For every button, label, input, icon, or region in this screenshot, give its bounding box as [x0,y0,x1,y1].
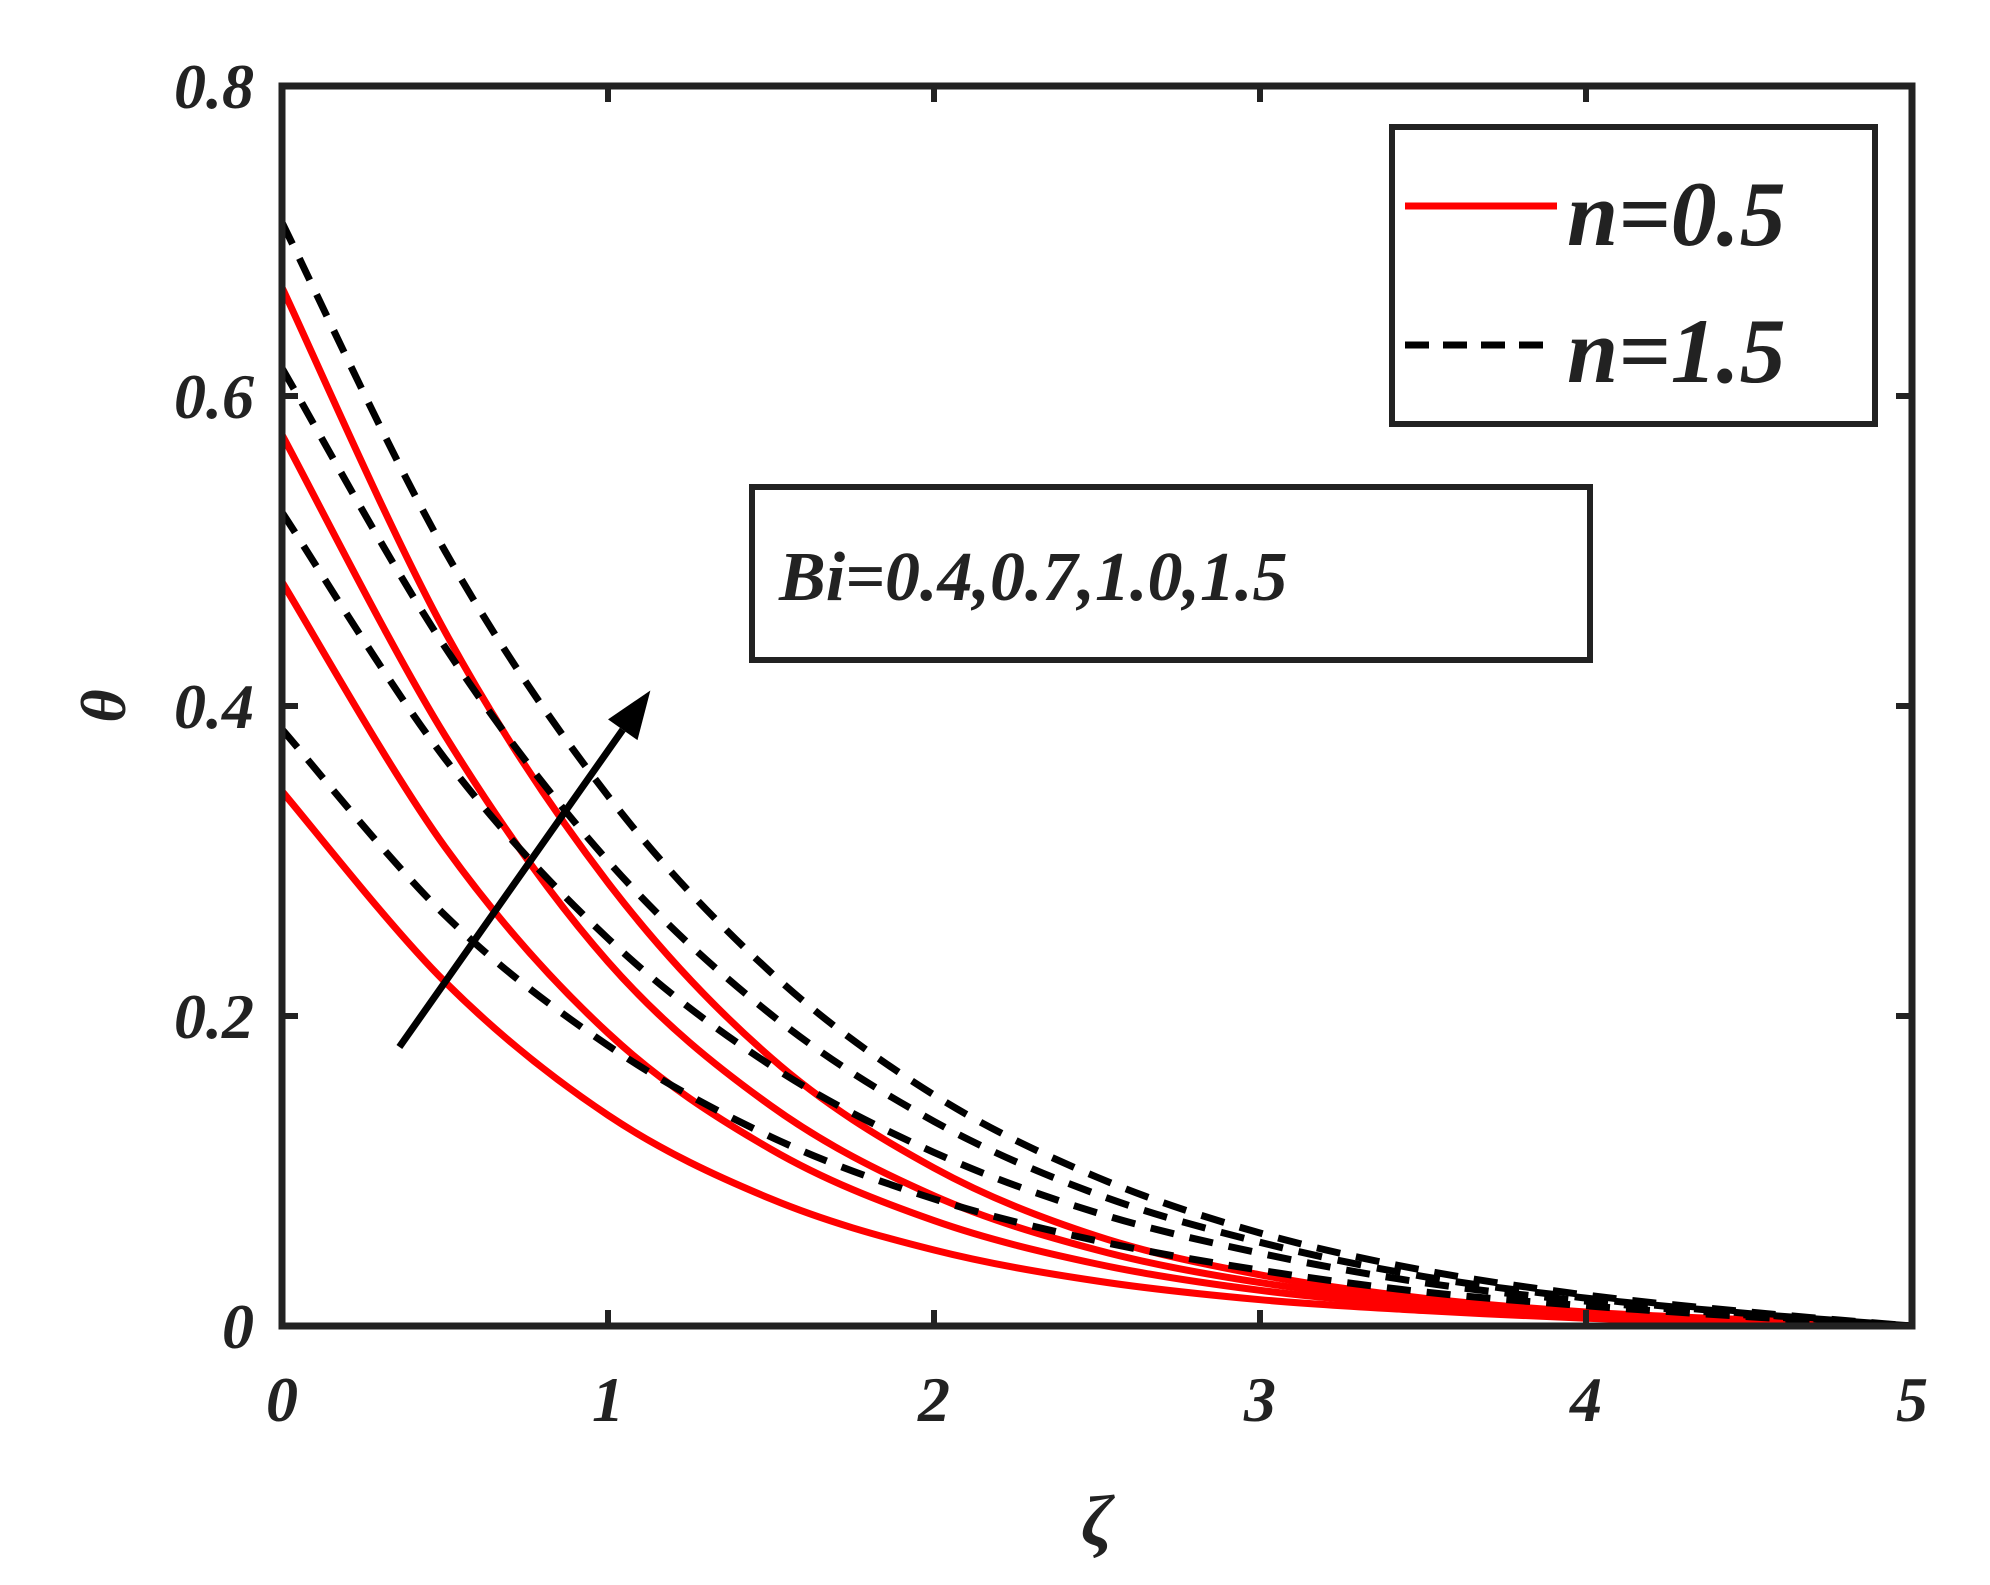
series-line-n05-bi07 [279,580,1913,1330]
x-tick-label: 5 [1896,1364,1928,1435]
annotation-box: Bi=0.4,0.7,1.0,1.5 [749,484,1593,663]
series-line-n05-bi15 [278,286,1913,1330]
legend-box [1389,124,1878,427]
series-line-n15-bi1 [278,366,1913,1330]
y-tick-label: 0.8 [174,51,254,122]
x-tick-label: 3 [1243,1364,1276,1435]
y-axis-label: θ [68,689,139,722]
y-tick-label: 0.4 [174,671,254,742]
y-tick-label: 0.2 [174,981,254,1052]
series-layer [278,220,1913,1330]
arrow-head [608,690,651,741]
x-tick-label: 0 [266,1364,298,1435]
x-tick-label: 2 [917,1364,950,1435]
y-tick-label: 0 [222,1291,254,1362]
x-axis-label: ζ [1081,1481,1115,1561]
ticks-layer: 0 1 2 3 4 5 0 0.2 0.4 0.6 0.8 [174,51,1928,1435]
arrow-shaft [396,727,626,1050]
legend-label-n05: n=0.5 [1567,163,1786,265]
annotation-text: Bi=0.4,0.7,1.0,1.5 [778,539,1288,616]
legend-label-n15: n=1.5 [1567,300,1786,402]
x-tick-label: 1 [592,1364,624,1435]
series-line-n15-bi15 [278,220,1913,1330]
annotation-arrow [396,690,651,1050]
legend: n=0.5 n=1.5 [1389,124,1878,427]
x-tick-label: 4 [1569,1364,1602,1435]
series-line-n15-bi07 [279,510,1913,1330]
y-tick-label: 0.6 [174,361,254,432]
